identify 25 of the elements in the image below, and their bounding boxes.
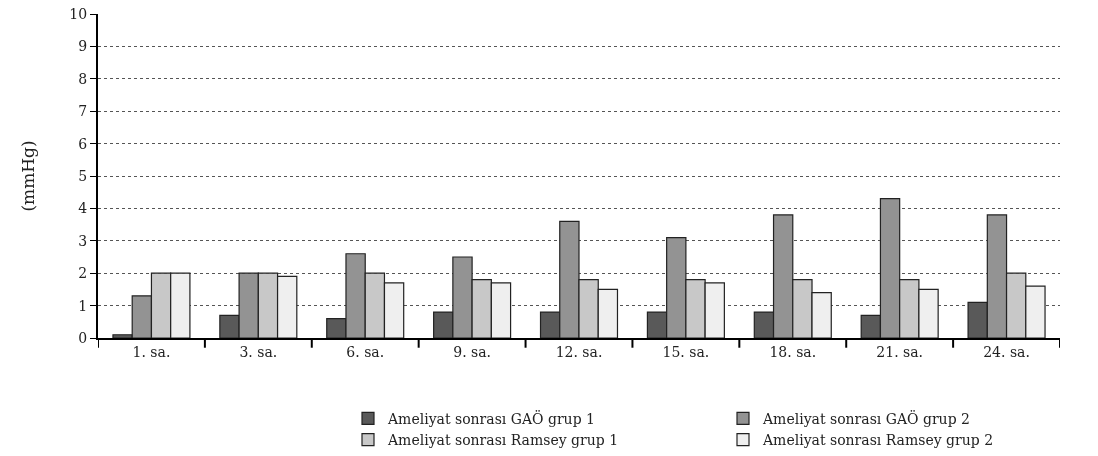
legend-label: Ameliyat sonrası GAÖ grup 2 <box>762 409 970 427</box>
x-tick-label: 21. sa. <box>876 343 924 360</box>
x-tick-label: 1. sa. <box>132 343 171 360</box>
y-axis-title: (mmHg) <box>18 140 39 212</box>
y-tick-label: 3 <box>78 232 88 249</box>
y-tick-label: 8 <box>78 70 88 87</box>
y-tick-label: 6 <box>78 135 88 152</box>
y-tick-label: 2 <box>78 265 88 282</box>
y-tick-label: 10 <box>69 5 88 22</box>
x-tick-label: 9. sa. <box>453 343 492 360</box>
legend-label: Ameliyat sonrası GAÖ grup 1 <box>387 409 595 427</box>
y-tick-label: 4 <box>78 200 88 217</box>
y-tick-label: 1 <box>78 297 88 314</box>
y-tick-label: 9 <box>78 38 88 55</box>
legend-label: Ameliyat sonrası Ramsey grup 2 <box>762 432 994 449</box>
x-tick-label: 12. sa. <box>555 343 603 360</box>
y-tick-label: 7 <box>78 103 88 120</box>
y-tick-label: 5 <box>78 167 88 184</box>
y-tick-label: 0 <box>78 329 88 346</box>
legend-label: Ameliyat sonrası Ramsey grup 1 <box>387 432 619 449</box>
x-tick-label: 6. sa. <box>346 343 385 360</box>
x-tick-label: 3. sa. <box>239 343 278 360</box>
x-tick-label: 18. sa. <box>769 343 817 360</box>
x-tick-label: 15. sa. <box>662 343 710 360</box>
x-tick-label: 24. sa. <box>983 343 1030 360</box>
